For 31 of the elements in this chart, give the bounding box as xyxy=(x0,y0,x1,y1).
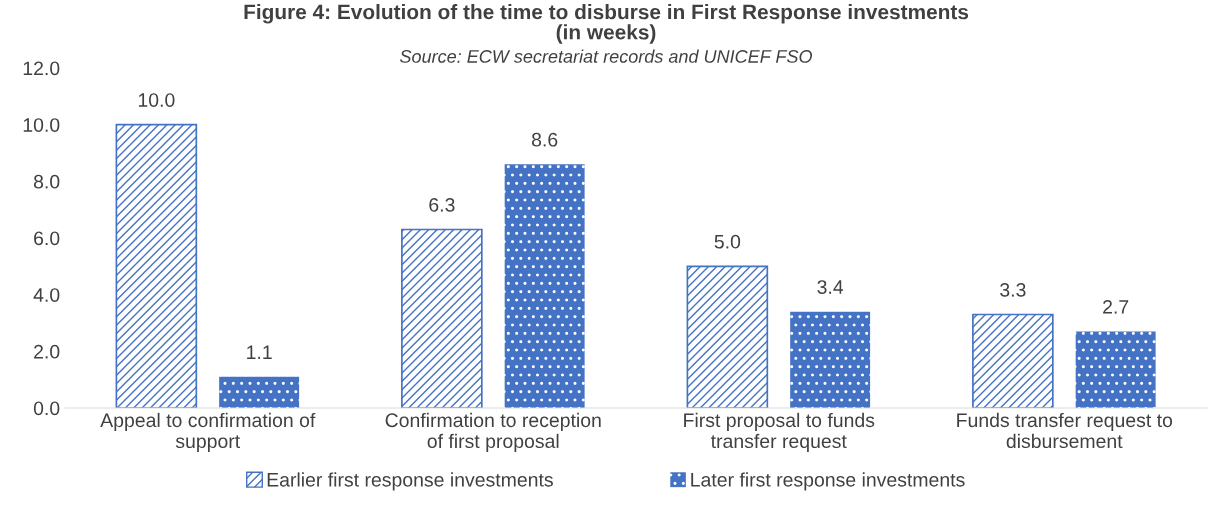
data-label: 5.0 xyxy=(714,234,741,249)
data-label: 1.1 xyxy=(247,345,272,359)
y-tick-label: 4.0 xyxy=(33,288,60,302)
x-tick-label: First proposal to funds transfer request xyxy=(684,412,875,452)
data-label: 3.4 xyxy=(817,280,844,294)
chart-title: Figure 4: Evolution of the time to disburse in First Response investments (in weeks) xyxy=(244,4,969,44)
bar xyxy=(1075,331,1156,408)
bar xyxy=(219,376,300,408)
y-tick-label: 2.0 xyxy=(34,344,60,359)
bar xyxy=(504,164,585,408)
data-label: 10.0 xyxy=(138,93,175,107)
y-tick-label: 10.0 xyxy=(23,118,60,132)
y-tick-label: 0.0 xyxy=(33,401,60,416)
data-label: 2.7 xyxy=(1103,300,1129,314)
data-label: 3.3 xyxy=(1000,283,1026,297)
bar xyxy=(401,228,483,408)
y-tick-label: 12.0 xyxy=(23,61,60,76)
y-tick-label: 6.0 xyxy=(34,231,60,246)
bar xyxy=(115,123,198,408)
data-label: 8.6 xyxy=(531,132,558,147)
data-label: 6.3 xyxy=(429,198,455,212)
y-tick-label: 8.0 xyxy=(33,174,60,189)
bar xyxy=(972,313,1054,408)
legend-label: Later first response investments xyxy=(691,472,965,491)
bar xyxy=(686,265,769,408)
bar xyxy=(790,311,871,408)
x-tick-label: Funds transfer request to disbursement xyxy=(957,412,1173,449)
legend-label: Earlier first response investments xyxy=(267,472,553,491)
x-tick-label: Appeal to confirmation of support xyxy=(100,412,316,452)
source-note: Source: ECW secretariat records and UNICEF FSO xyxy=(399,49,813,63)
x-tick-label: Confirmation to reception of first proposal xyxy=(385,412,601,452)
